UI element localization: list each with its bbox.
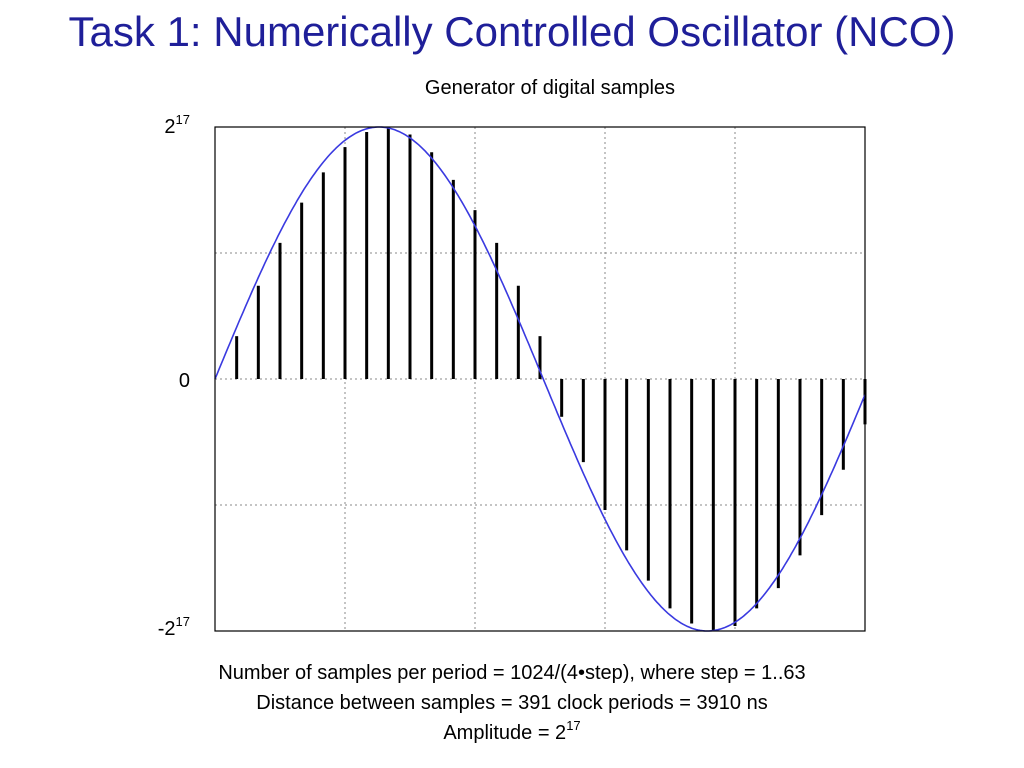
plot-frame: [214, 126, 866, 632]
caption-line-1: Number of samples per period = 1024/(4•s…: [218, 662, 806, 684]
y-tick-zero: 0: [178, 370, 190, 392]
caption-line-2: Distance between samples = 391 clock per…: [256, 692, 768, 714]
caption: Number of samples per period = 1024/(4•s…: [0, 658, 1024, 748]
y-tick-max: 217: [164, 112, 190, 138]
slide-title: Task 1: Numerically Controlled Oscillato…: [68, 8, 956, 55]
y-tick-min: -217: [157, 614, 190, 640]
sample-bars: [235, 127, 867, 631]
sine-curve: [214, 126, 866, 632]
chart-title: Generator of digital samples: [424, 77, 676, 99]
caption-line-3: Amplitude = 217: [443, 718, 581, 744]
